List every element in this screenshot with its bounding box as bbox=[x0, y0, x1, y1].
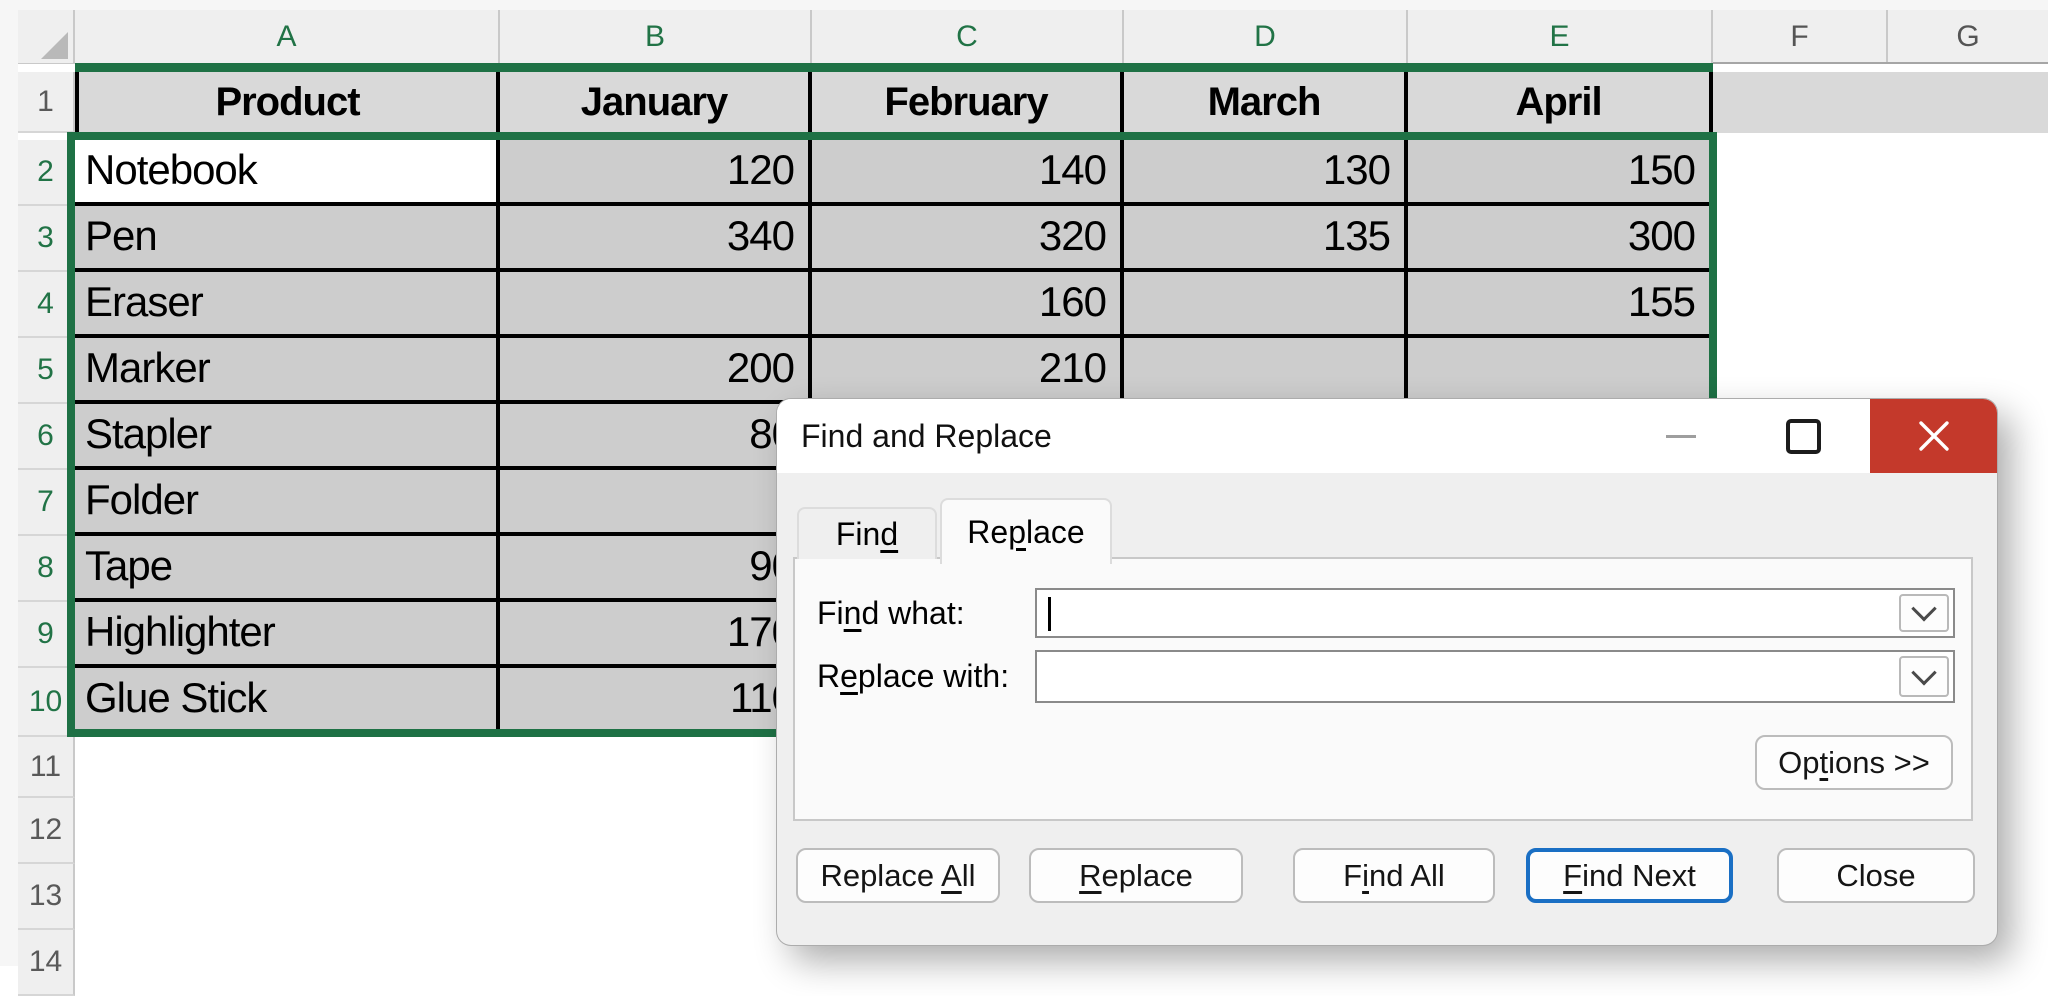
cell-B10[interactable]: 110 bbox=[500, 668, 812, 734]
table-row: Pen 340 320 135 300 bbox=[75, 206, 1713, 272]
table-header-row-band: Product January February March April bbox=[75, 72, 2048, 133]
dialog-title-bar[interactable] bbox=[777, 399, 1997, 473]
row-header-11[interactable]: 11 bbox=[18, 737, 75, 798]
tab-find[interactable]: Find bbox=[797, 507, 937, 559]
sheet-left-margin bbox=[0, 0, 18, 966]
column-header-a[interactable]: A bbox=[75, 10, 500, 64]
row-header-12[interactable]: 12 bbox=[18, 798, 75, 864]
table-row: Eraser 160 155 bbox=[75, 272, 1713, 338]
chevron-down-icon bbox=[1911, 659, 1937, 685]
cell-B1[interactable]: January bbox=[500, 72, 812, 133]
options-button[interactable]: Options >> bbox=[1755, 735, 1953, 790]
row-header-14[interactable]: 14 bbox=[18, 930, 75, 996]
find-next-button[interactable]: Find Next bbox=[1526, 848, 1733, 903]
row-header-8[interactable]: 8 bbox=[18, 536, 75, 602]
cell-A1[interactable]: Product bbox=[75, 72, 500, 133]
cell-E3[interactable]: 300 bbox=[1408, 206, 1713, 272]
cell-B5[interactable]: 200 bbox=[500, 338, 812, 404]
chevron-down-icon bbox=[1911, 596, 1937, 622]
cell-A7[interactable]: Folder bbox=[75, 470, 500, 536]
cell-C2[interactable]: 140 bbox=[812, 140, 1124, 206]
cell-A6[interactable]: Stapler bbox=[75, 404, 500, 470]
cell-B9[interactable]: 170 bbox=[500, 602, 812, 668]
cell-B8[interactable]: 90 bbox=[500, 536, 812, 602]
table-row: Notebook 120 140 130 150 bbox=[75, 140, 1713, 206]
minimize-button[interactable] bbox=[1635, 399, 1727, 473]
cell-A2[interactable]: Notebook bbox=[75, 140, 500, 206]
select-all-button[interactable] bbox=[18, 10, 75, 64]
column-header-c[interactable]: C bbox=[812, 10, 1124, 64]
cell-B2[interactable]: 120 bbox=[500, 140, 812, 206]
cell-A10[interactable]: Glue Stick bbox=[75, 668, 500, 734]
selected-columns-accent bbox=[75, 63, 1713, 72]
replace-button[interactable]: Replace bbox=[1029, 848, 1243, 903]
close-button[interactable] bbox=[1870, 399, 1997, 473]
cell-D5[interactable] bbox=[1124, 338, 1408, 404]
find-all-button[interactable]: Find All bbox=[1293, 848, 1495, 903]
replace-all-button[interactable]: Replace All bbox=[796, 848, 1000, 903]
cell-D4[interactable] bbox=[1124, 272, 1408, 338]
replace-with-label: Replace with: bbox=[817, 658, 1010, 694]
column-header-divider bbox=[1713, 62, 2048, 64]
close-dialog-button[interactable]: Close bbox=[1777, 848, 1975, 903]
table-row: Marker 200 210 bbox=[75, 338, 1713, 404]
find-what-label: Find what: bbox=[817, 594, 965, 631]
close-icon bbox=[1918, 421, 1949, 451]
tab-replace[interactable]: Replace bbox=[940, 498, 1112, 564]
cell-A9[interactable]: Highlighter bbox=[75, 602, 500, 668]
column-header-d[interactable]: D bbox=[1124, 10, 1408, 64]
cell-D2[interactable]: 130 bbox=[1124, 140, 1408, 206]
cell-C4[interactable]: 160 bbox=[812, 272, 1124, 338]
column-header-b[interactable]: B bbox=[500, 10, 812, 64]
cell-B6[interactable]: 80 bbox=[500, 404, 812, 470]
find-what-input[interactable] bbox=[1035, 588, 1955, 638]
minimize-icon bbox=[1666, 434, 1696, 438]
cell-E1[interactable]: April bbox=[1408, 72, 1713, 133]
cell-A3[interactable]: Pen bbox=[75, 206, 500, 272]
row-header-7[interactable]: 7 bbox=[18, 470, 75, 536]
cell-E2[interactable]: 150 bbox=[1408, 140, 1713, 206]
row-header-13[interactable]: 13 bbox=[18, 864, 75, 930]
replace-with-dropdown-button[interactable] bbox=[1899, 656, 1949, 697]
selection-border-left bbox=[67, 132, 75, 737]
maximize-icon bbox=[1785, 418, 1821, 454]
cell-C3[interactable]: 320 bbox=[812, 206, 1124, 272]
cell-C1[interactable]: February bbox=[812, 72, 1124, 133]
find-what-dropdown-button[interactable] bbox=[1899, 594, 1949, 632]
cell-A5[interactable]: Marker bbox=[75, 338, 500, 404]
replace-with-input[interactable] bbox=[1035, 650, 1955, 703]
cell-B4[interactable] bbox=[500, 272, 812, 338]
row-header-1[interactable]: 1 bbox=[18, 72, 75, 133]
cell-E5[interactable] bbox=[1408, 338, 1713, 404]
cell-C5[interactable]: 210 bbox=[812, 338, 1124, 404]
sheet-top-margin bbox=[0, 0, 2048, 10]
dialog-title: Find and Replace bbox=[801, 418, 1052, 454]
selection-border-top bbox=[67, 132, 1717, 140]
cell-B7[interactable] bbox=[500, 470, 812, 536]
maximize-button[interactable] bbox=[1755, 399, 1851, 473]
cell-A4[interactable]: Eraser bbox=[75, 272, 500, 338]
find-and-replace-dialog: Find and Replace Find Replace Find what:… bbox=[777, 399, 1997, 945]
column-header-f[interactable]: F bbox=[1713, 10, 1888, 64]
column-header-g[interactable]: G bbox=[1888, 10, 2048, 64]
select-all-icon bbox=[41, 32, 68, 59]
column-header-e[interactable]: E bbox=[1408, 10, 1713, 64]
row-header-5[interactable]: 5 bbox=[18, 338, 75, 404]
cell-B3[interactable]: 340 bbox=[500, 206, 812, 272]
cell-E4[interactable]: 155 bbox=[1408, 272, 1713, 338]
cell-D1[interactable]: March bbox=[1124, 72, 1408, 133]
cell-A8[interactable]: Tape bbox=[75, 536, 500, 602]
text-caret bbox=[1048, 597, 1051, 631]
row-header-9[interactable]: 9 bbox=[18, 602, 75, 668]
cell-D3[interactable]: 135 bbox=[1124, 206, 1408, 272]
